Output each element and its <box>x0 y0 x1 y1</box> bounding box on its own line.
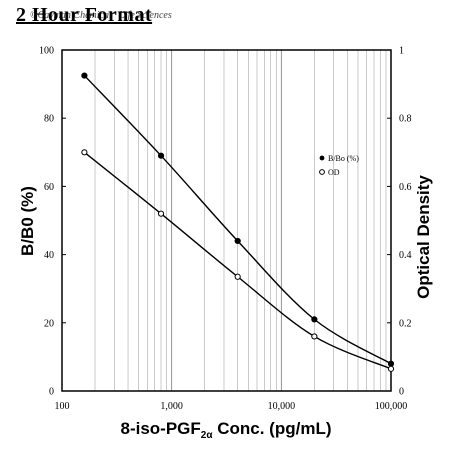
data-point-od <box>157 210 165 217</box>
plot-frame <box>61 49 392 392</box>
y-tick-label: 40 <box>44 250 54 261</box>
y2-tick-label: 0.4 <box>399 250 412 261</box>
data-point-od <box>81 149 88 156</box>
y-tick-label: 100 <box>39 46 54 57</box>
series-layer <box>81 72 395 372</box>
legend-label-od: OD <box>328 168 340 177</box>
y-tick-label: 20 <box>44 318 54 329</box>
data-point-od <box>387 365 395 372</box>
page-title: 2 Hour Format <box>16 4 153 26</box>
y2-tick-label: 1 <box>399 46 404 57</box>
data-point-od <box>234 273 241 280</box>
data-point-od <box>311 333 318 340</box>
y2-tick-label: 0.6 <box>399 182 412 193</box>
data-point-bb0 <box>311 316 318 323</box>
x-tick-label: 100,000 <box>375 401 408 412</box>
y2-tick-label: 0.8 <box>399 114 412 125</box>
grid-lines <box>61 50 392 391</box>
y2-tick-label: 0.2 <box>399 318 412 329</box>
y2-tick-label: 0 <box>399 387 404 398</box>
x-tick-label: 10,000 <box>268 401 296 412</box>
data-point-bb0 <box>81 72 88 79</box>
data-point-bb0 <box>234 237 241 245</box>
y-axis-label: B/B0 (%) <box>18 186 37 256</box>
y2-axis-label: Optical Density <box>414 175 433 299</box>
data-point-bb0 <box>387 360 395 367</box>
legend-label-bb0: B/Bo (%) <box>328 154 359 163</box>
y-tick-label: 0 <box>49 387 54 398</box>
legend: B/Bo (%) OD <box>319 154 359 177</box>
legend-marker-od <box>319 169 325 175</box>
watermark-text: ©Cayman Chemical · Life Sciences <box>30 10 172 21</box>
x-axis-label: 8-iso-PGF2α Conc. (pg/mL) <box>121 419 332 441</box>
y-tick-label: 80 <box>44 114 54 125</box>
x-tick-label: 100 <box>55 401 70 412</box>
y-tick-label: 60 <box>44 182 54 193</box>
legend-marker-bb0 <box>319 155 325 161</box>
data-point-bb0 <box>157 152 165 159</box>
x-tick-label: 1,000 <box>160 401 183 412</box>
